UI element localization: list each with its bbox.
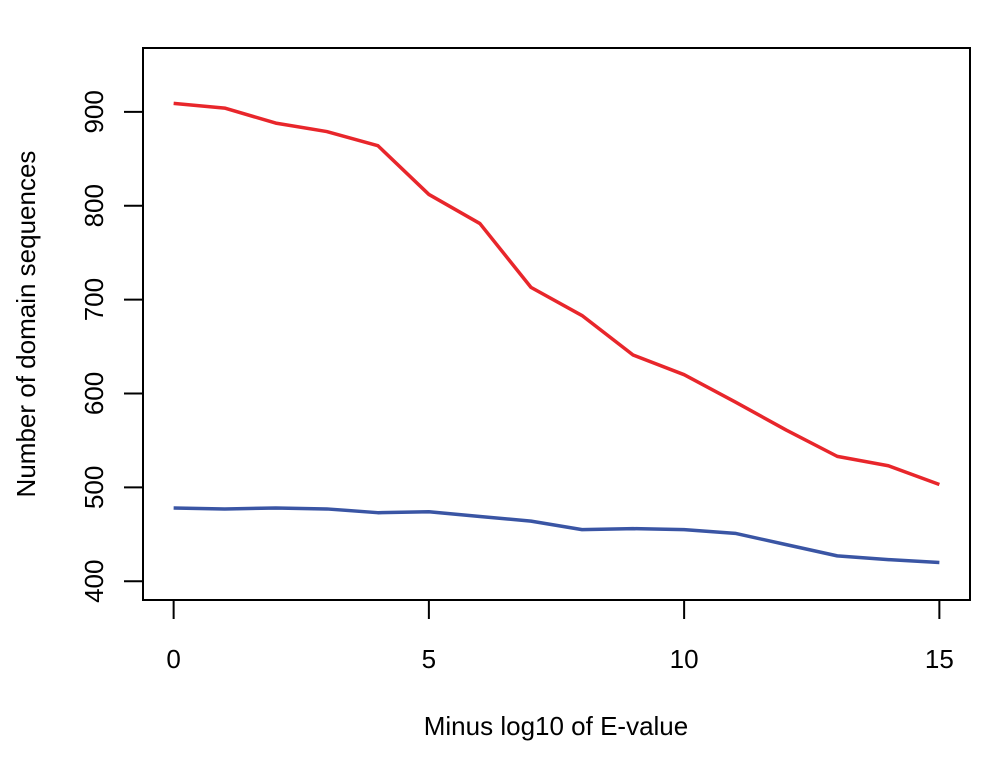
x-tick-label: 0 — [166, 644, 180, 674]
series-layer — [173, 101, 940, 565]
y-tick-label: 500 — [79, 466, 109, 509]
y-axis-title: Number of domain sequences — [11, 151, 41, 498]
plot-frame — [142, 47, 971, 601]
y-tick-label: 800 — [79, 184, 109, 227]
x-tick-label: 15 — [925, 644, 954, 674]
series-line-1 — [173, 101, 940, 487]
x-axis-title: Minus log10 of E-value — [424, 711, 688, 741]
x-tick-label: 10 — [670, 644, 699, 674]
y-tick-label: 400 — [79, 560, 109, 603]
y-axis: 400 500 600 700 800 900 — [79, 90, 144, 603]
y-tick-label: 600 — [79, 372, 109, 415]
y-tick-label: 700 — [79, 278, 109, 321]
x-tick-label: 5 — [422, 644, 436, 674]
y-tick-label: 900 — [79, 90, 109, 133]
series-line-2 — [173, 506, 940, 565]
x-axis: 0 5 10 15 — [166, 599, 954, 674]
